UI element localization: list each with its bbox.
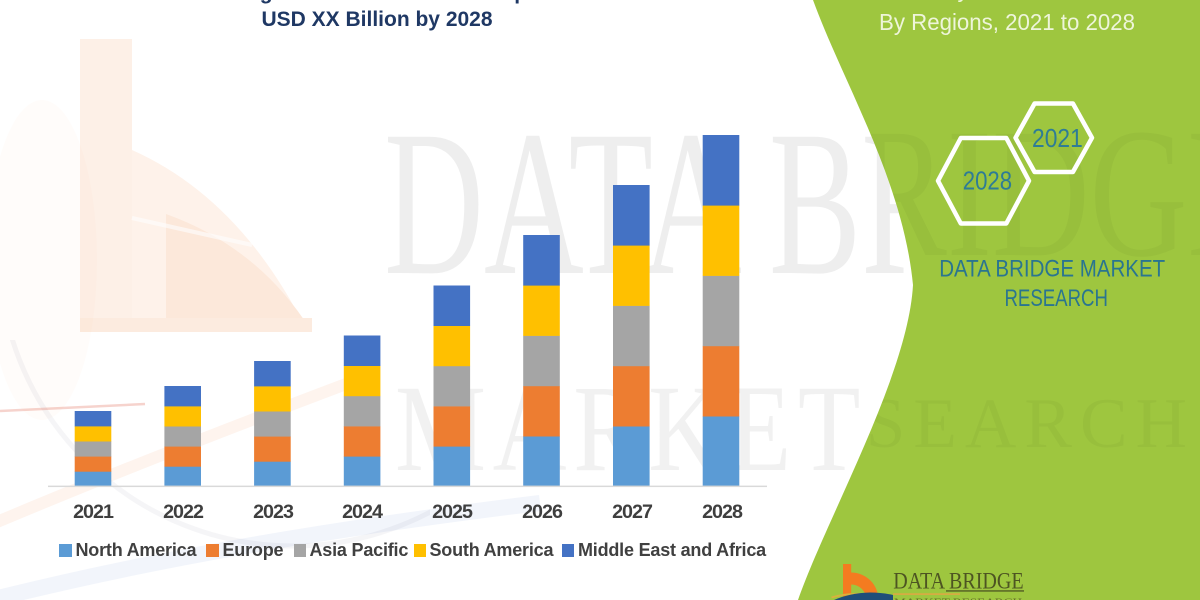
svg-text:MARKET RESEARCH: MARKET RESEARCH <box>395 360 1200 497</box>
svg-text:DATA BRIDGE: DATA BRIDGE <box>893 569 1023 594</box>
svg-text:2021: 2021 <box>1032 123 1083 153</box>
svg-text:2028: 2028 <box>963 165 1012 195</box>
svg-text:MARKET RESEARCH: MARKET RESEARCH <box>894 598 1022 600</box>
svg-text:RESEARCH: RESEARCH <box>1004 286 1108 312</box>
svg-text:DATA BRIDGE MARKET: DATA BRIDGE MARKET <box>939 257 1165 283</box>
svg-text:By Regions, 2021 to 2028: By Regions, 2021 to 2028 <box>879 9 1135 35</box>
